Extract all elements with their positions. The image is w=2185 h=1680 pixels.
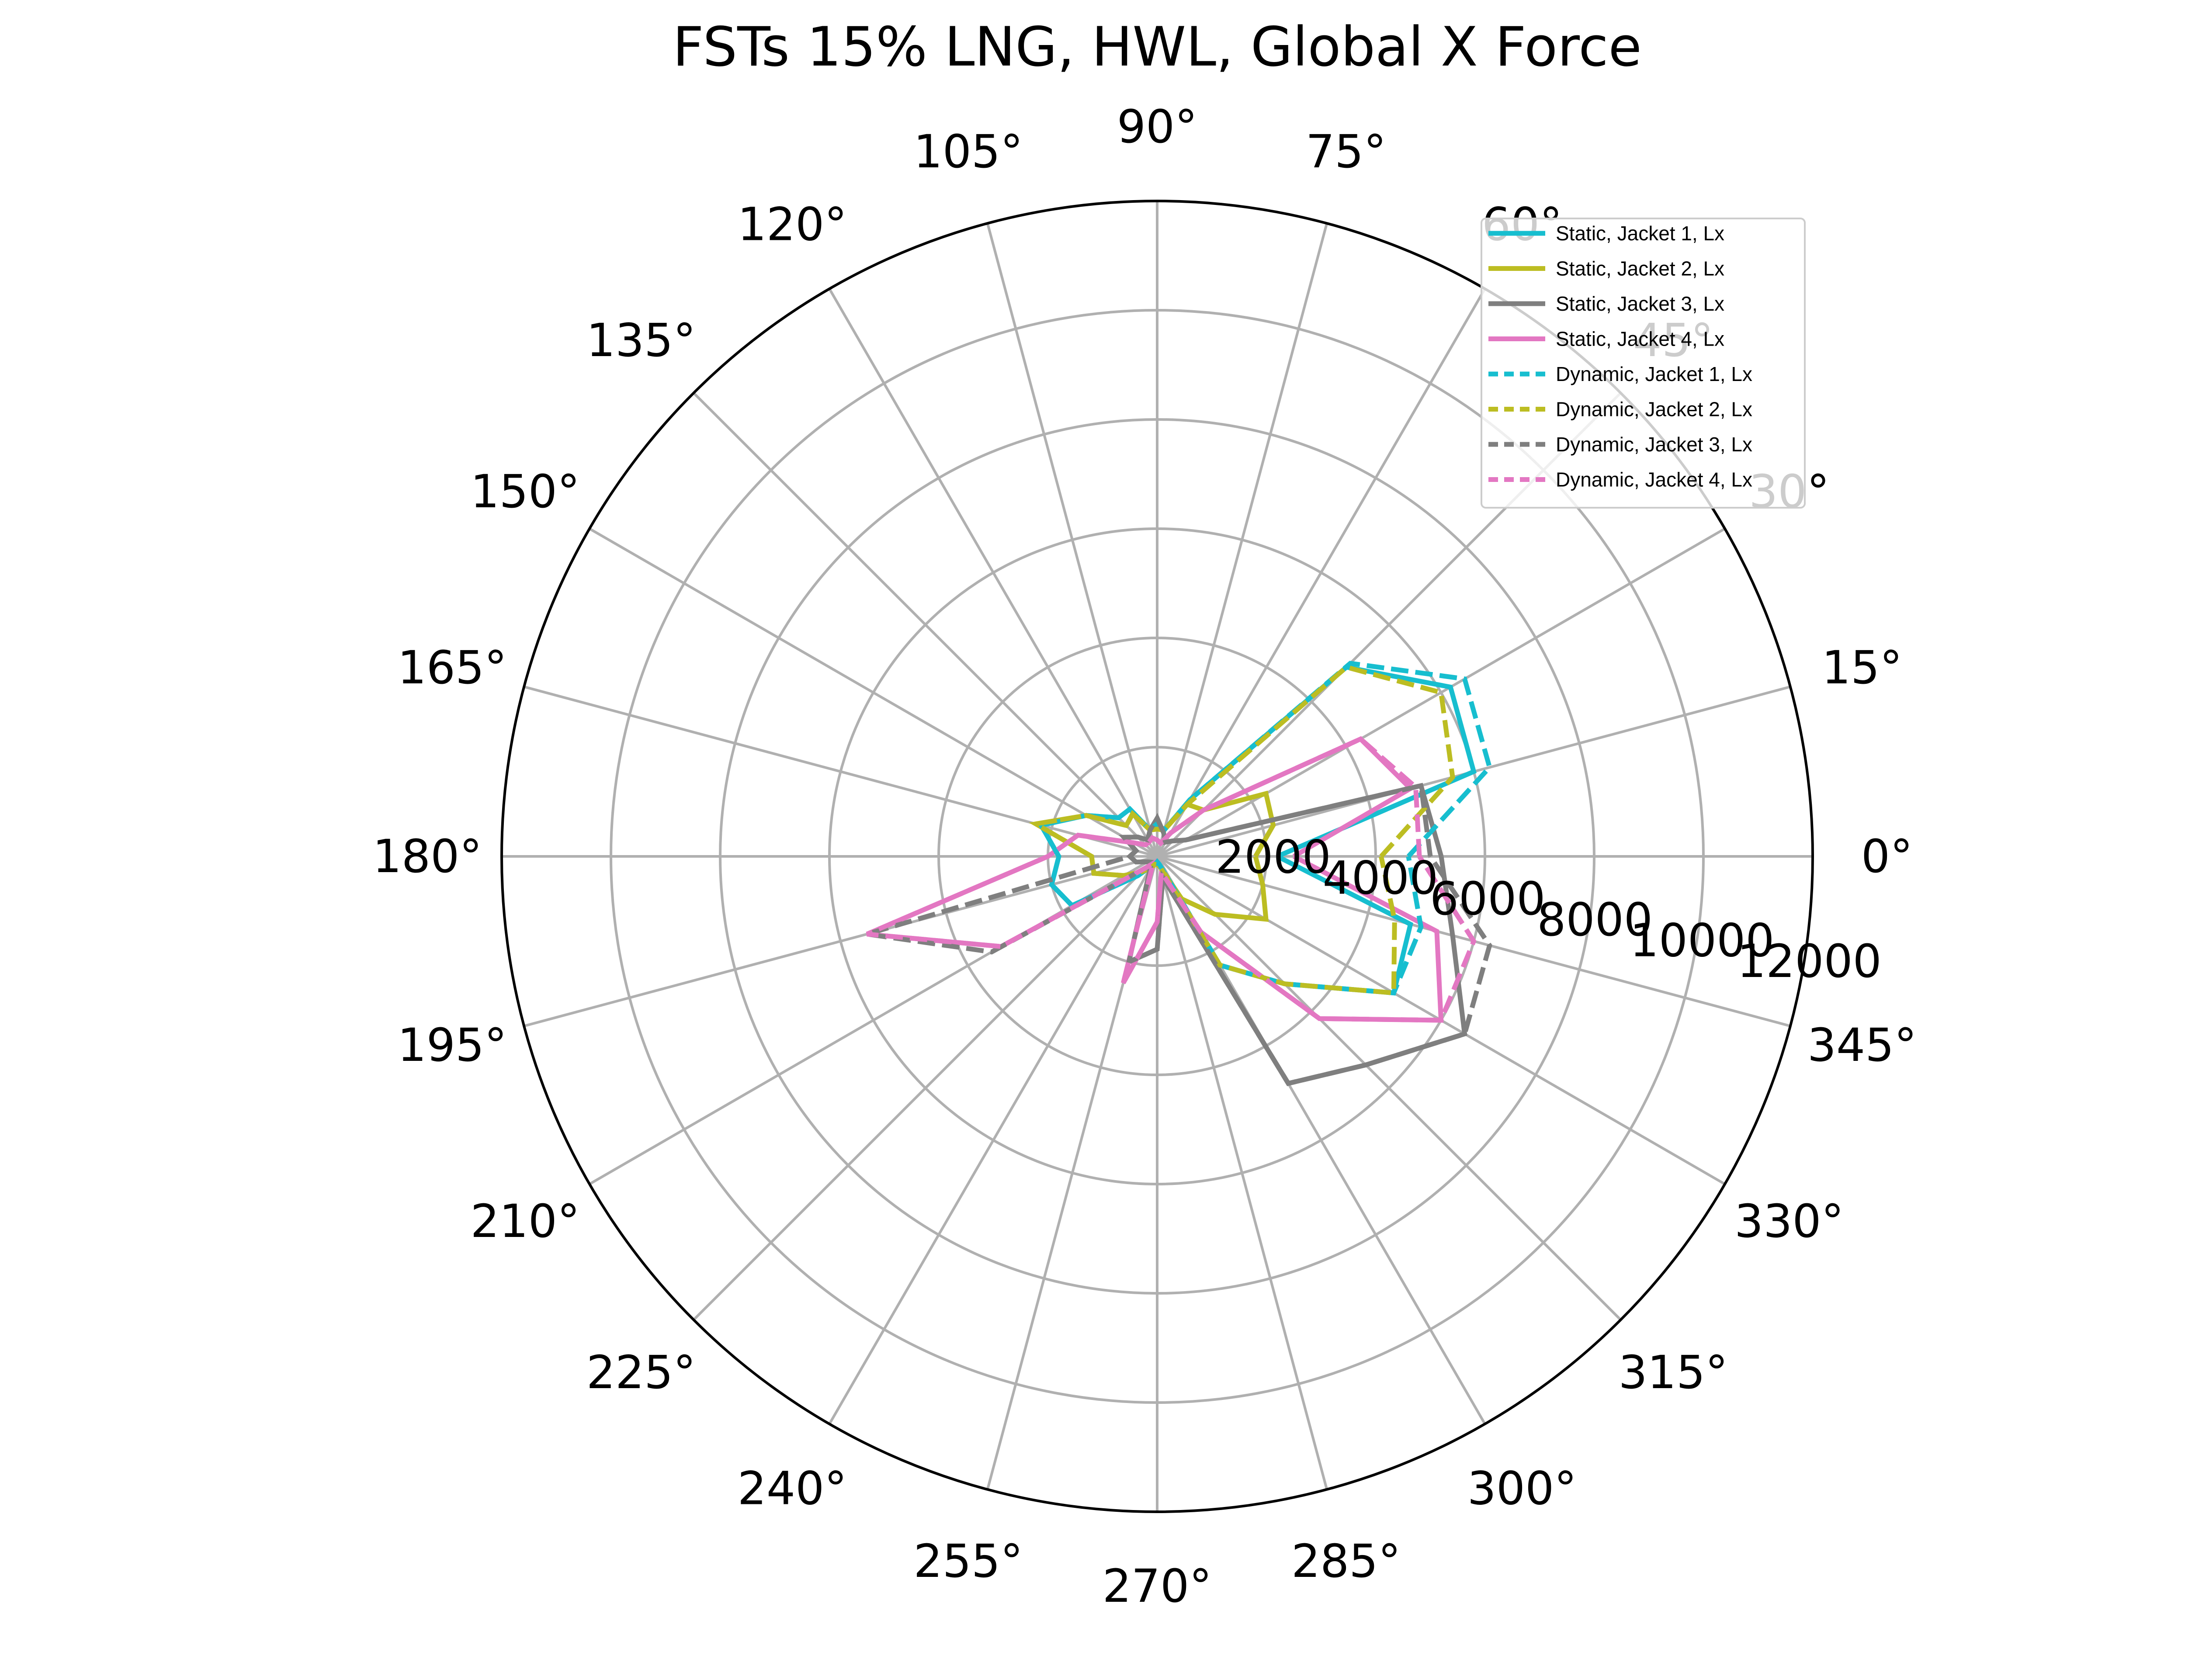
series-line-7 xyxy=(866,783,1492,1086)
angle-tick-label: 90° xyxy=(1117,100,1197,153)
grid-spoke xyxy=(524,855,1158,1028)
angle-tick-label: 330° xyxy=(1734,1195,1844,1248)
chart-title: FSTs 15% LNG, HWL, Global X Force xyxy=(673,16,1641,79)
grid-spoke xyxy=(828,288,1158,857)
radial-tick-label: 2000 xyxy=(1215,831,1331,884)
grid-spoke xyxy=(693,855,1158,1321)
grid-spoke xyxy=(1156,223,1328,857)
series-line-6 xyxy=(1029,664,1455,996)
angle-tick-label: 195° xyxy=(398,1018,507,1072)
angle-tick-label: 75° xyxy=(1306,125,1386,178)
legend-label: Static, Jacket 4, Lx xyxy=(1556,328,1724,350)
legend-box xyxy=(1481,218,1806,509)
grid-spoke xyxy=(986,223,1158,857)
angle-tick-label: 135° xyxy=(586,314,696,367)
legend-label: Dynamic, Jacket 1, Lx xyxy=(1556,363,1752,385)
angle-tick-label: 120° xyxy=(738,198,847,251)
legend-label: Static, Jacket 3, Lx xyxy=(1556,292,1724,315)
polar-frame xyxy=(500,200,1814,1513)
legend-label: Static, Jacket 1, Lx xyxy=(1556,222,1724,245)
legend-label: Dynamic, Jacket 3, Lx xyxy=(1556,433,1752,456)
angle-tick-label: 165° xyxy=(398,641,507,694)
angle-tick-label: 0° xyxy=(1861,830,1913,883)
angle-tick-label: 285° xyxy=(1291,1535,1401,1588)
angle-tick-label: 315° xyxy=(1619,1346,1728,1399)
series-line-8 xyxy=(866,736,1477,1023)
angle-tick-label: 270° xyxy=(1103,1559,1212,1613)
radial-tick-label: 8000 xyxy=(1537,893,1653,946)
grid-spoke xyxy=(589,527,1158,858)
polar-grid xyxy=(500,200,1814,1513)
axis-labels: 0°15°30°45°60°75°90°105°120°135°150°165°… xyxy=(373,100,1917,1613)
angle-tick-label: 345° xyxy=(1807,1018,1917,1072)
series-layer xyxy=(866,661,1492,1086)
angle-tick-label: 15° xyxy=(1822,641,1902,694)
radial-tick-label: 10000 xyxy=(1630,914,1775,967)
angle-tick-label: 225° xyxy=(586,1346,696,1399)
grid-spoke xyxy=(828,856,1158,1425)
angle-tick-label: 105° xyxy=(914,125,1023,178)
radial-tick-label: 12000 xyxy=(1737,935,1882,988)
grid-spoke xyxy=(524,685,1158,858)
grid-spoke xyxy=(1156,288,1486,857)
grid-spoke xyxy=(1156,855,1622,1321)
legend-label: Static, Jacket 2, Lx xyxy=(1556,257,1724,280)
angle-tick-label: 255° xyxy=(914,1535,1023,1588)
radial-tick-label: 6000 xyxy=(1430,872,1546,925)
angle-tick-label: 210° xyxy=(470,1195,580,1248)
legend-label: Dynamic, Jacket 4, Lx xyxy=(1556,468,1752,491)
radial-tick-label: 4000 xyxy=(1322,851,1438,904)
legend-label: Dynamic, Jacket 2, Lx xyxy=(1556,398,1752,421)
grid-spoke xyxy=(1156,527,1726,858)
angle-tick-label: 150° xyxy=(470,465,580,518)
grid-spoke xyxy=(1156,856,1328,1490)
legend: Static, Jacket 1, Lx Static, Jacket 2, Lx… xyxy=(1481,218,1806,509)
angle-tick-label: 300° xyxy=(1467,1462,1577,1515)
angle-tick-label: 180° xyxy=(373,830,482,883)
angle-tick-label: 240° xyxy=(738,1462,847,1515)
grid-spoke xyxy=(693,392,1158,858)
